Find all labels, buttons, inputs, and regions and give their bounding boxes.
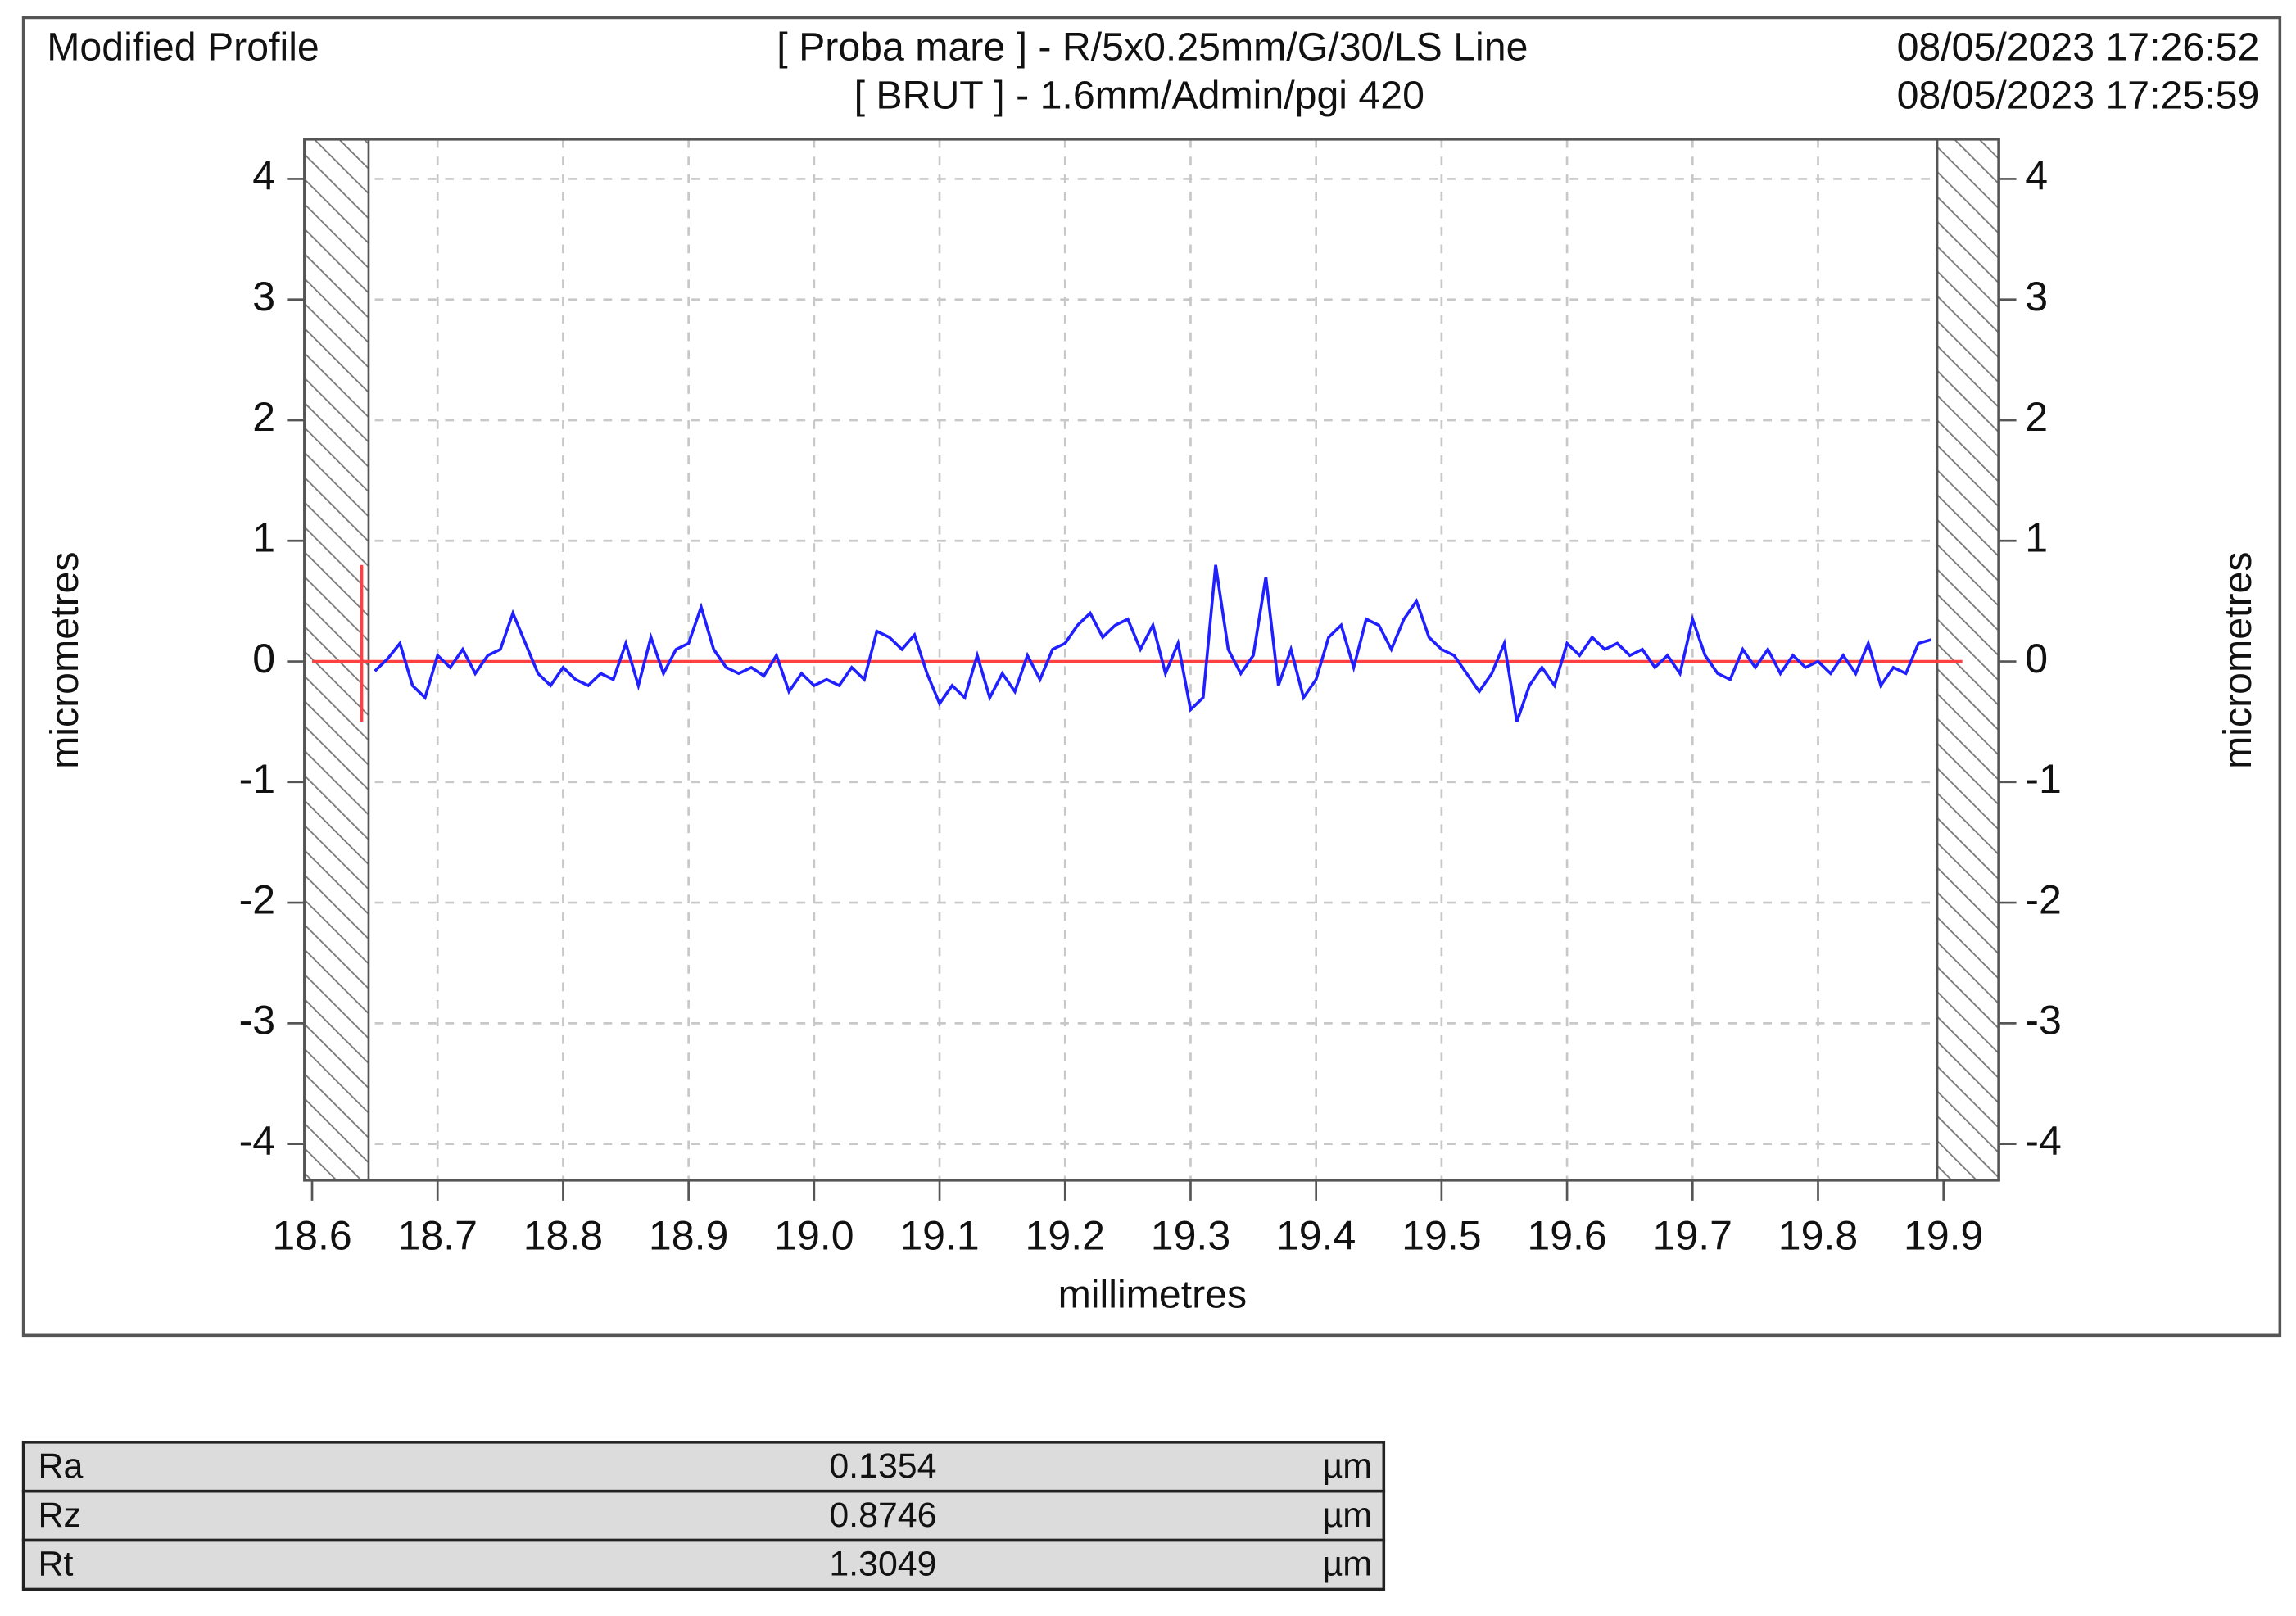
- param-name: Rz: [38, 1496, 80, 1535]
- y-tick-label-right: 4: [2025, 153, 2048, 199]
- table-row: [21, 1441, 1386, 1493]
- y-tick-label: -2: [239, 876, 276, 922]
- y-tick-label: 2: [252, 394, 275, 440]
- x-tick-label: 18.7: [398, 1213, 478, 1259]
- x-tick-label: 19.3: [1151, 1213, 1230, 1259]
- excluded-region: [303, 138, 370, 1182]
- x-tick-label: 19.5: [1402, 1213, 1481, 1259]
- y-tick-label: 4: [252, 153, 275, 199]
- x-tick-label: 19.9: [1904, 1213, 1983, 1259]
- y-tick-label-right: -3: [2025, 998, 2062, 1043]
- x-tick-label: 18.6: [272, 1213, 351, 1259]
- x-tick-label: 19.4: [1276, 1213, 1356, 1259]
- param-unit: µm: [1323, 1545, 1372, 1584]
- subtitle: [ Proba mare ] - R/5x0.25mm/G/30/LS Line: [777, 25, 1528, 70]
- plot-area: [304, 138, 1999, 1180]
- chart-title: Modified Profile: [47, 25, 319, 70]
- x-tick-label: 18.9: [649, 1213, 728, 1259]
- plot: -4 -4 -3 -3 -2 -2 -1 -1 0 0 1 1 2 2 3 3 4 4 18.6 18.7 18.8 18…: [239, 138, 2062, 1259]
- y-tick-label: 3: [252, 274, 275, 319]
- y-tick-label: 1: [252, 514, 275, 560]
- table-row: [21, 1538, 1386, 1591]
- y-tick-label: 0: [252, 636, 275, 681]
- x-tick-label: 19.6: [1527, 1213, 1606, 1259]
- plot-border: [303, 138, 2000, 1182]
- parameter-table: Ra 0.1354 µm Rz 0.8746 µm Rt 1.3049 µm: [21, 1441, 1386, 1591]
- y-axis-label-right: micrometres: [2216, 552, 2260, 769]
- x-axis-label: millimetres: [1058, 1273, 1248, 1317]
- param-unit: µm: [1323, 1496, 1372, 1535]
- timestamp: 08/05/2023 17:26:52: [1897, 25, 2260, 70]
- x-tick-label: 19.0: [774, 1213, 854, 1259]
- param-name: Rt: [38, 1545, 73, 1584]
- param-value: 1.3049: [829, 1545, 936, 1584]
- y-tick-label-right: -2: [2025, 876, 2062, 922]
- param-unit: µm: [1323, 1446, 1372, 1486]
- y-axis-label: micrometres: [43, 552, 87, 769]
- y-tick-label: -4: [239, 1118, 276, 1164]
- param-name: Ra: [38, 1446, 83, 1486]
- param-value: 0.1354: [829, 1446, 936, 1486]
- timestamp: 08/05/2023 17:25:59: [1897, 74, 2260, 118]
- y-tick-label: -3: [239, 998, 276, 1043]
- subtitle: [ BRUT ] - 1.6mm/Admin/pgi 420: [854, 74, 1424, 118]
- excluded-region: [1936, 138, 2000, 1182]
- table-row: [21, 1489, 1386, 1542]
- y-tick-label-right: 1: [2025, 514, 2048, 560]
- y-tick-label-right: -4: [2025, 1118, 2062, 1164]
- y-tick-label-right: -1: [2025, 756, 2062, 802]
- y-tick-label-right: 2: [2025, 394, 2048, 440]
- profile-line: [374, 564, 1931, 722]
- param-value: 0.8746: [829, 1496, 936, 1535]
- x-tick-label: 19.7: [1653, 1213, 1732, 1259]
- x-tick-label: 18.8: [523, 1213, 603, 1259]
- x-tick-label: 19.1: [899, 1213, 979, 1259]
- y-tick-label: -1: [239, 756, 276, 802]
- x-tick-label: 19.8: [1778, 1213, 1858, 1259]
- y-tick-label-right: 3: [2025, 274, 2048, 319]
- x-tick-label: 19.2: [1026, 1213, 1105, 1259]
- y-tick-label-right: 0: [2025, 636, 2048, 681]
